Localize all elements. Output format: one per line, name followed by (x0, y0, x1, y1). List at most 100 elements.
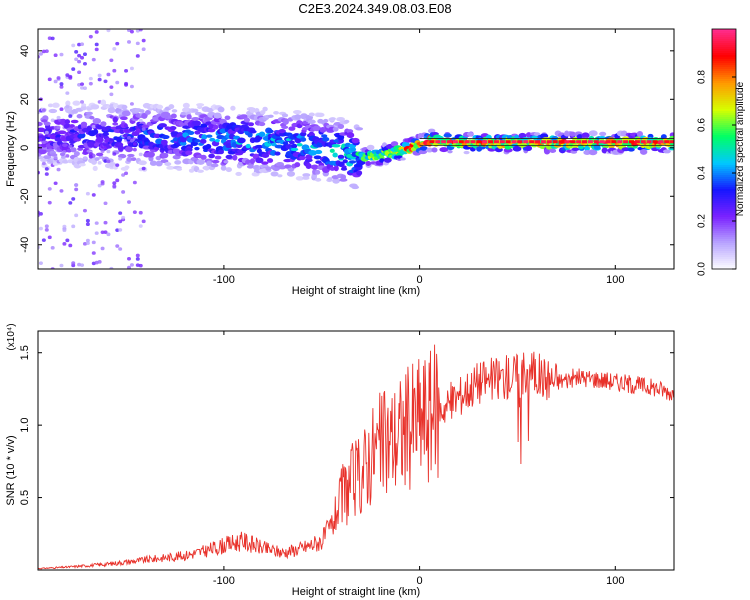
noise-cell (88, 152, 93, 156)
colorbar-swatch (712, 239, 736, 242)
heatmap-cell (153, 133, 162, 139)
noise-cell (88, 81, 93, 86)
heatmap-cell (98, 155, 104, 159)
noise-cell (74, 183, 79, 187)
heatmap-cell (599, 131, 607, 137)
heatmap-cell (161, 135, 170, 140)
heatmap-cell (169, 125, 177, 131)
heatmap-cell (100, 121, 107, 127)
colorbar-swatch (712, 57, 736, 60)
noise-cell (118, 219, 123, 224)
colorbar-swatch (712, 93, 736, 96)
noise-cell (53, 79, 58, 84)
noise-cell (126, 40, 131, 44)
y-axis-label: Frequency (Hz) (5, 111, 17, 187)
heatmap-cell (200, 154, 207, 160)
noise-cell (91, 193, 96, 197)
ridge-cell (505, 140, 511, 144)
noise-cell (112, 47, 117, 51)
noise-cell (53, 181, 58, 186)
noise-cell (103, 201, 108, 206)
noise-cell (77, 42, 82, 47)
heatmap-cell (223, 160, 229, 164)
heatmap-cell (277, 174, 283, 178)
ridge-cell (511, 140, 517, 144)
ridge-cell (593, 140, 599, 144)
ridge-cell (464, 140, 470, 144)
colorbar-swatch (712, 89, 736, 92)
ridge-cell (664, 140, 670, 144)
heatmap-cell (258, 131, 266, 137)
heatmap-cell (284, 164, 292, 169)
noise-cell (56, 115, 61, 120)
colorbar-swatch (712, 259, 736, 262)
ridge-cell (429, 140, 435, 144)
colorbar-swatch (712, 83, 736, 86)
colorbar-swatch (712, 161, 736, 164)
y-tick-label: 20 (19, 93, 31, 105)
heatmap-cell (327, 177, 333, 181)
noise-cell (82, 52, 87, 56)
noise-cell (141, 127, 146, 132)
noise-cell (126, 265, 131, 269)
heatmap-cell (38, 127, 46, 133)
colorbar-swatch (712, 51, 736, 54)
noise-cell (65, 154, 70, 158)
heatmap-cell (249, 129, 257, 134)
ridge-cell (488, 140, 494, 144)
heatmap-cell (166, 165, 175, 170)
noise-cell (47, 235, 52, 240)
noise-cell (91, 240, 96, 245)
ridge-cell (640, 140, 646, 144)
heatmap-cell (139, 109, 145, 113)
colorbar-swatch (712, 225, 736, 228)
noise-cell (106, 114, 111, 119)
heatmap-cell (78, 163, 86, 167)
colorbar-swatch (712, 159, 736, 162)
heatmap-cell (329, 148, 335, 153)
heatmap-cell (213, 112, 222, 119)
noise-cell (74, 213, 79, 218)
noise-cell (94, 42, 99, 47)
heatmap-cell (333, 165, 339, 172)
heatmap-cell (92, 117, 102, 125)
heatmap-cell (322, 136, 330, 142)
ridge-cell (564, 140, 570, 144)
colorbar-swatch (712, 69, 736, 72)
heatmap-cell (588, 130, 598, 137)
heatmap-cell (212, 124, 219, 130)
noise-cell (135, 257, 140, 261)
heatmap-cell (72, 100, 81, 106)
heatmap-cell (168, 104, 175, 110)
noise-cell (138, 224, 143, 228)
colorbar-swatch (712, 109, 736, 112)
heatmap-cell (524, 145, 533, 152)
heatmap-cell (427, 128, 436, 134)
noise-cell (59, 82, 64, 86)
noise-cell (94, 47, 99, 52)
heatmap-cell (662, 149, 671, 154)
heatmap-cell (314, 149, 323, 155)
heatmap-cell (64, 119, 71, 125)
colorbar-tick-label: 0.0 (697, 262, 708, 276)
snr-series-line (38, 344, 674, 570)
colorbar-swatch (712, 263, 736, 266)
noise-cell (103, 220, 108, 225)
heatmap-cell (340, 167, 348, 171)
noise-cell (56, 167, 61, 172)
heatmap-cell (179, 141, 187, 146)
noise-cell (77, 53, 82, 58)
heatmap-cell (247, 132, 253, 138)
colorbar-swatch (712, 123, 736, 126)
heatmap-cell (431, 147, 438, 153)
noise-cell (129, 84, 134, 89)
heatmap-cell (332, 178, 340, 184)
heatmap-cell (627, 147, 635, 152)
heatmap-cell (191, 117, 200, 121)
colorbar-swatch (712, 87, 736, 90)
heatmap-cell (199, 138, 207, 144)
heatmap-cell (155, 160, 163, 167)
colorbar-swatch (712, 257, 736, 260)
noise-cell (100, 181, 105, 186)
noise-cell (132, 141, 137, 146)
